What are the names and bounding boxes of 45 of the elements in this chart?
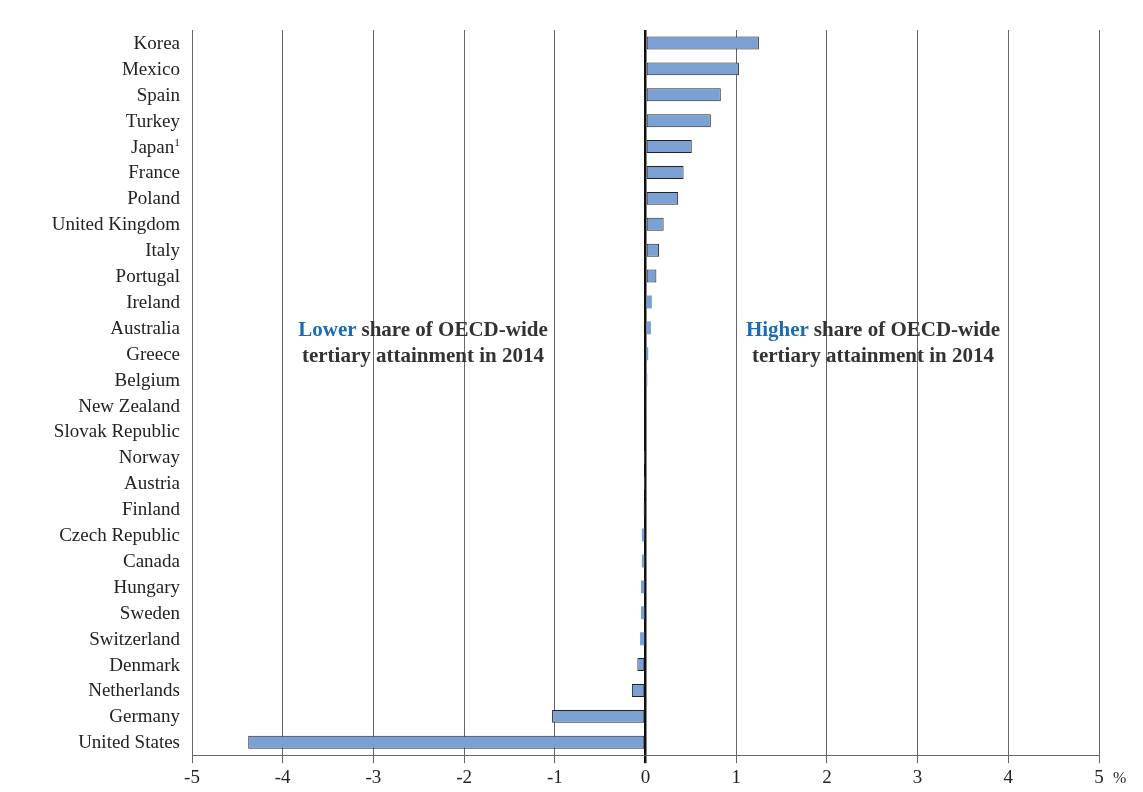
y-tick-label: Czech Republic xyxy=(59,524,180,547)
x-tick-label: 4 xyxy=(1003,765,1014,787)
bar xyxy=(646,321,651,335)
y-tick-label: Greece xyxy=(126,342,180,365)
bar xyxy=(640,606,645,620)
y-tick-label: Portugal xyxy=(115,265,180,288)
y-tick-label: Switzerland xyxy=(89,627,180,650)
y-tick-label: Germany xyxy=(109,705,180,728)
x-tick-label: -5 xyxy=(184,765,200,787)
x-tick-label: 5 xyxy=(1094,765,1104,787)
x-tick-label: 1 xyxy=(731,765,741,787)
y-tick-label: Italy xyxy=(145,239,180,262)
y-tick-label: France xyxy=(128,161,180,184)
y-tick-label: Netherlands xyxy=(88,679,180,702)
y-tick-label: Belgium xyxy=(114,368,180,391)
y-tick-label: Ireland xyxy=(126,290,180,313)
y-tick-label: Spain xyxy=(136,83,180,106)
x-tick-label: 3 xyxy=(912,765,923,787)
x-tick-label: -4 xyxy=(274,765,292,787)
x-tick-label: -2 xyxy=(456,765,473,787)
bar xyxy=(640,580,645,594)
y-tick-label: Austria xyxy=(124,472,180,495)
y-tick-label: Korea xyxy=(133,31,180,54)
y-tick-label: United States xyxy=(78,731,180,754)
y-tick-label: Norway xyxy=(118,446,180,469)
y-tick-label: Slovak Republic xyxy=(53,420,180,443)
y-tick-label: Canada xyxy=(123,549,180,572)
y-tick-label: Sweden xyxy=(119,601,180,624)
bar xyxy=(646,295,652,309)
y-tick-label: Australia xyxy=(110,316,180,339)
x-tick-label: -1 xyxy=(546,765,563,787)
y-tick-label: Denmark xyxy=(109,653,180,676)
y-tick-label: United Kingdom xyxy=(51,213,180,236)
y-tick-label: Japan$^{1}$ xyxy=(131,135,180,158)
y-tick-label: New Zealand xyxy=(78,394,180,417)
y-tick-label: Turkey xyxy=(125,109,180,132)
y-tick-label: Finland xyxy=(121,498,180,521)
x-axis-title: % xyxy=(1113,769,1127,787)
y-tick-label: Hungary xyxy=(113,575,180,598)
y-tick-label: Mexico xyxy=(121,57,180,80)
bar xyxy=(640,632,645,646)
x-tick-label: 2 xyxy=(822,765,832,787)
x-tick-label: 0 xyxy=(640,765,651,787)
y-tick-label: Poland xyxy=(127,187,180,210)
x-tick-label: -3 xyxy=(365,765,382,787)
